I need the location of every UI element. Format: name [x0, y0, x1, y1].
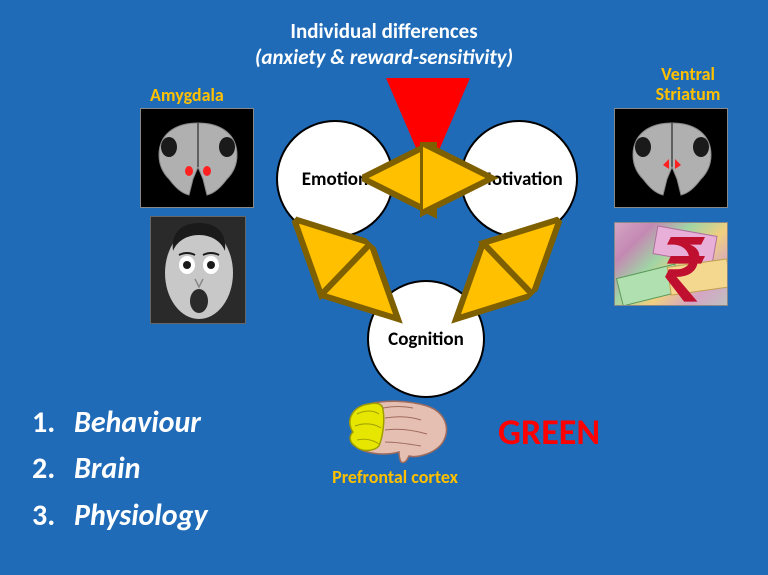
stroop-text: GREEN: [498, 410, 600, 454]
list-item: 2.Brain: [32, 446, 208, 493]
numbered-list: 1.Behaviour 2.Brain 3.Physiology: [32, 400, 208, 540]
arrow-motivation-cognition: [482, 244, 534, 294]
lateral-brain-icon: [335, 400, 455, 464]
list-item: 1.Behaviour: [32, 400, 208, 447]
brain-lateral-prefrontal: [335, 400, 455, 464]
arrow-emotion-cognition: [320, 244, 372, 294]
list-item: 3.Physiology: [32, 493, 208, 540]
